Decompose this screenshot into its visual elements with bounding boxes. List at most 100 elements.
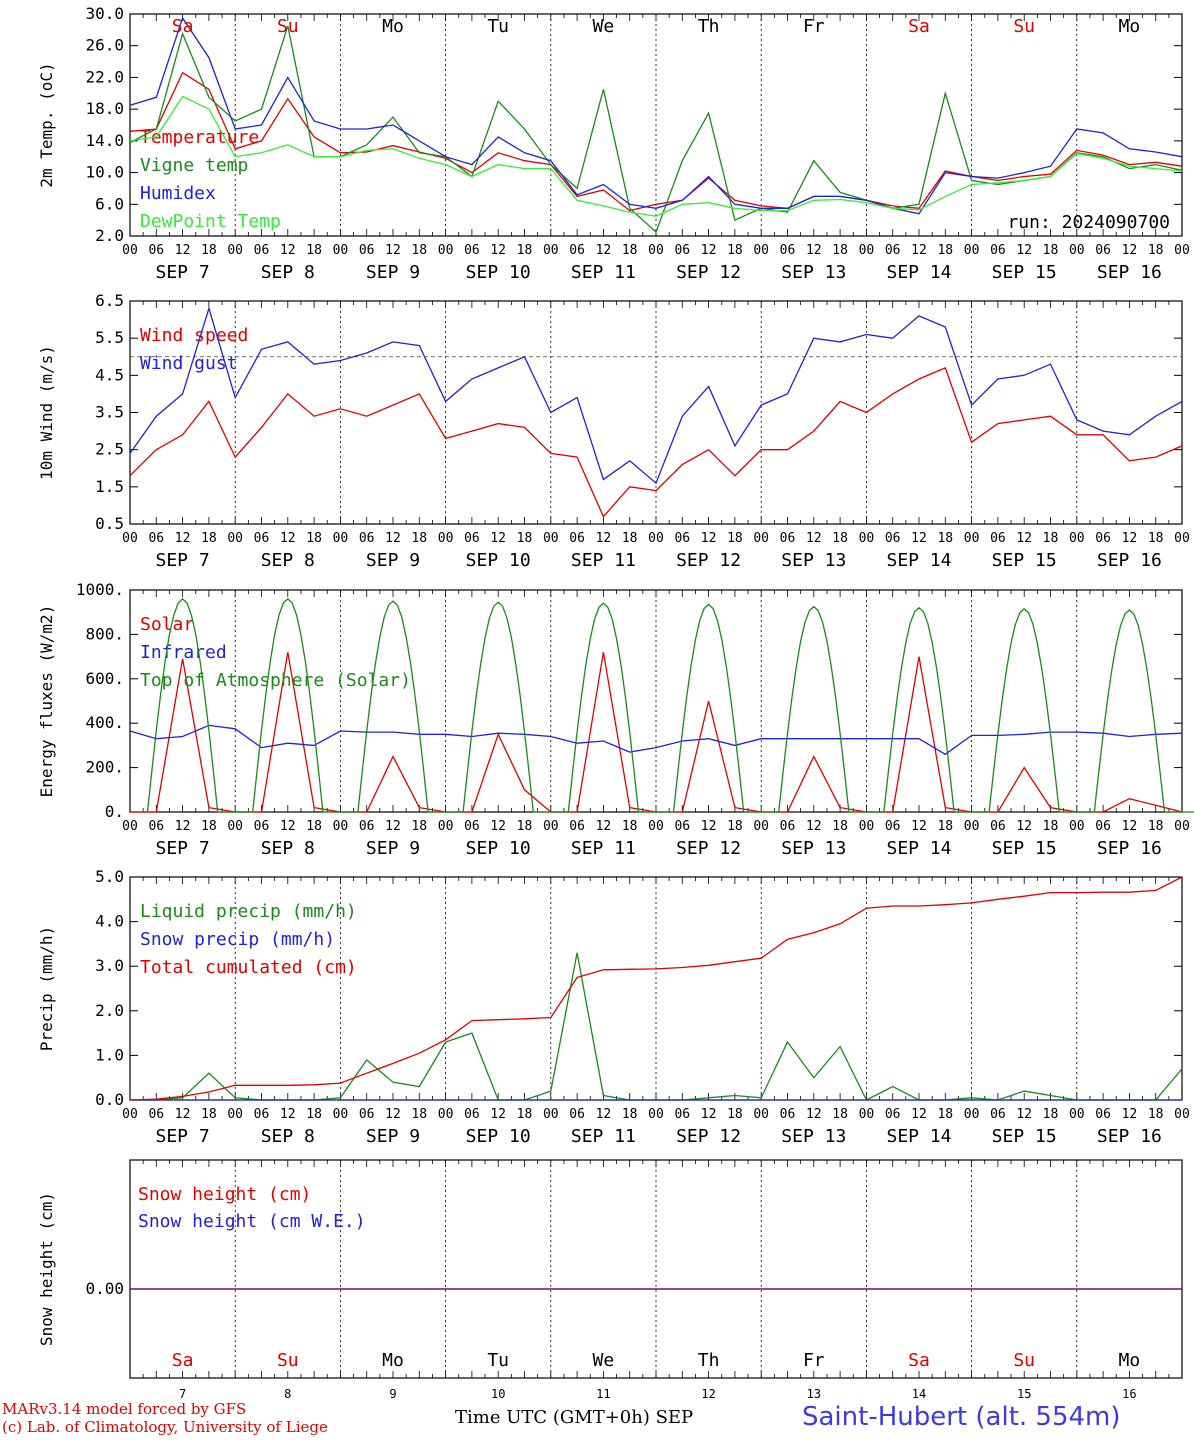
hour-tick-label: 06 (674, 243, 690, 258)
hour-tick-label: 18 (937, 243, 953, 258)
hour-tick-label: 18 (201, 1107, 217, 1122)
y-tick-label: 2.0 (95, 226, 124, 245)
hour-tick-label: 12 (490, 1107, 506, 1122)
weekday-label: Sa (172, 1350, 194, 1371)
run-annotation: run: 2024090700 (1007, 212, 1170, 233)
series-line-wind-speed (129, 367, 1183, 518)
hour-tick-label: 12 (1122, 531, 1138, 546)
hour-tick-label: 06 (674, 1107, 690, 1122)
hour-tick-label: 18 (306, 1107, 322, 1122)
hour-tick-label: 18 (1148, 531, 1164, 546)
hour-tick-label: 18 (306, 531, 322, 546)
weekday-label: Su (277, 1350, 299, 1371)
hour-tick-label: 06 (148, 1107, 164, 1122)
hour-tick-label: 00 (227, 1107, 243, 1122)
y-tick-label: 4.5 (95, 365, 124, 384)
hour-tick-label: 18 (832, 819, 848, 834)
y-tick-label: 22.0 (85, 67, 124, 86)
legend-entry: Temperature (140, 127, 259, 148)
hour-tick-label: 12 (701, 1107, 717, 1122)
date-label: SEP 7 (156, 550, 210, 571)
hour-tick-label: 18 (1043, 819, 1059, 834)
hour-tick-label: 06 (148, 243, 164, 258)
hour-tick-label: 06 (885, 1107, 901, 1122)
weekday-label: Sa (908, 16, 930, 37)
weekday-label: Mo (382, 16, 404, 37)
hour-tick-label: 18 (517, 531, 533, 546)
y-tick-label: 0. (105, 802, 124, 821)
hour-tick-label: 12 (490, 243, 506, 258)
day-number-label: 12 (701, 1387, 715, 1401)
series-line-infrared (129, 724, 1183, 756)
y-tick-label: 2.5 (95, 440, 124, 459)
hour-tick-label: 06 (990, 1107, 1006, 1122)
hour-tick-label: 12 (806, 819, 822, 834)
hour-tick-label: 18 (517, 243, 533, 258)
y-tick-label: 10.0 (85, 163, 124, 182)
hour-tick-label: 00 (1174, 243, 1190, 258)
hour-tick-label: 18 (622, 243, 638, 258)
hour-tick-label: 12 (1016, 819, 1032, 834)
hour-tick-label: 00 (1174, 1107, 1190, 1122)
hour-tick-label: 18 (622, 531, 638, 546)
hour-tick-label: 06 (148, 819, 164, 834)
hour-tick-label: 12 (490, 531, 506, 546)
hour-tick-label: 06 (254, 1107, 270, 1122)
weekday-label: Sa (908, 1350, 930, 1371)
date-label: SEP 14 (886, 550, 951, 571)
date-label: SEP 10 (466, 1126, 531, 1147)
hour-tick-label: 00 (122, 819, 138, 834)
date-label: SEP 8 (261, 262, 315, 283)
hour-tick-label: 06 (148, 531, 164, 546)
date-label: SEP 16 (1097, 550, 1162, 571)
day-number-label: 14 (912, 1387, 926, 1401)
legend-entry: Snow precip (mm/h) (140, 929, 335, 950)
y-axis-label: 2m Temp. (oC) (37, 62, 56, 187)
date-label: SEP 10 (466, 550, 531, 571)
hour-tick-label: 18 (411, 819, 427, 834)
legend-entry: Snow height (cm W.E.) (138, 1211, 366, 1232)
hour-tick-label: 18 (937, 1107, 953, 1122)
date-label: SEP 16 (1097, 262, 1162, 283)
hour-tick-label: 12 (1122, 819, 1138, 834)
y-tick-label: 6.0 (95, 194, 124, 213)
legend-entry: DewPoint Temp (140, 211, 281, 232)
hour-tick-label: 18 (937, 531, 953, 546)
hour-tick-label: 12 (175, 243, 191, 258)
legend-entry: Wind gust (140, 353, 238, 374)
hour-tick-label: 12 (701, 531, 717, 546)
y-axis-label: Precip (mm/h) (37, 926, 56, 1051)
date-label: SEP 9 (366, 550, 420, 571)
hour-tick-label: 18 (411, 531, 427, 546)
hour-tick-label: 12 (1122, 243, 1138, 258)
hour-tick-label: 00 (1174, 819, 1190, 834)
hour-tick-label: 00 (648, 1107, 664, 1122)
station-name: Saint-Hubert (alt. 554m) (802, 1402, 1121, 1432)
date-label: SEP 15 (992, 262, 1057, 283)
hour-tick-label: 18 (1148, 1107, 1164, 1122)
series-line-wind-gust (129, 306, 1183, 485)
hour-tick-label: 06 (780, 819, 796, 834)
day-number-label: 7 (179, 1387, 186, 1401)
date-label: SEP 7 (156, 838, 210, 859)
hour-tick-label: 06 (674, 819, 690, 834)
day-number-label: 16 (1122, 1387, 1136, 1401)
hour-tick-label: 06 (464, 531, 480, 546)
hour-tick-label: 06 (254, 531, 270, 546)
date-label: SEP 15 (992, 838, 1057, 859)
weekday-label: Fr (803, 16, 825, 37)
date-label: SEP 10 (466, 838, 531, 859)
hour-tick-label: 12 (280, 531, 296, 546)
hour-tick-label: 06 (569, 243, 585, 258)
y-tick-label: 200. (85, 758, 124, 777)
date-label: SEP 13 (781, 550, 846, 571)
date-label: SEP 15 (992, 550, 1057, 571)
hour-tick-label: 12 (175, 531, 191, 546)
day-number-label: 13 (807, 1387, 821, 1401)
hour-tick-label: 00 (1069, 531, 1085, 546)
date-label: SEP 12 (676, 262, 741, 283)
hour-tick-label: 06 (990, 243, 1006, 258)
date-label: SEP 8 (261, 550, 315, 571)
date-label: SEP 12 (676, 838, 741, 859)
